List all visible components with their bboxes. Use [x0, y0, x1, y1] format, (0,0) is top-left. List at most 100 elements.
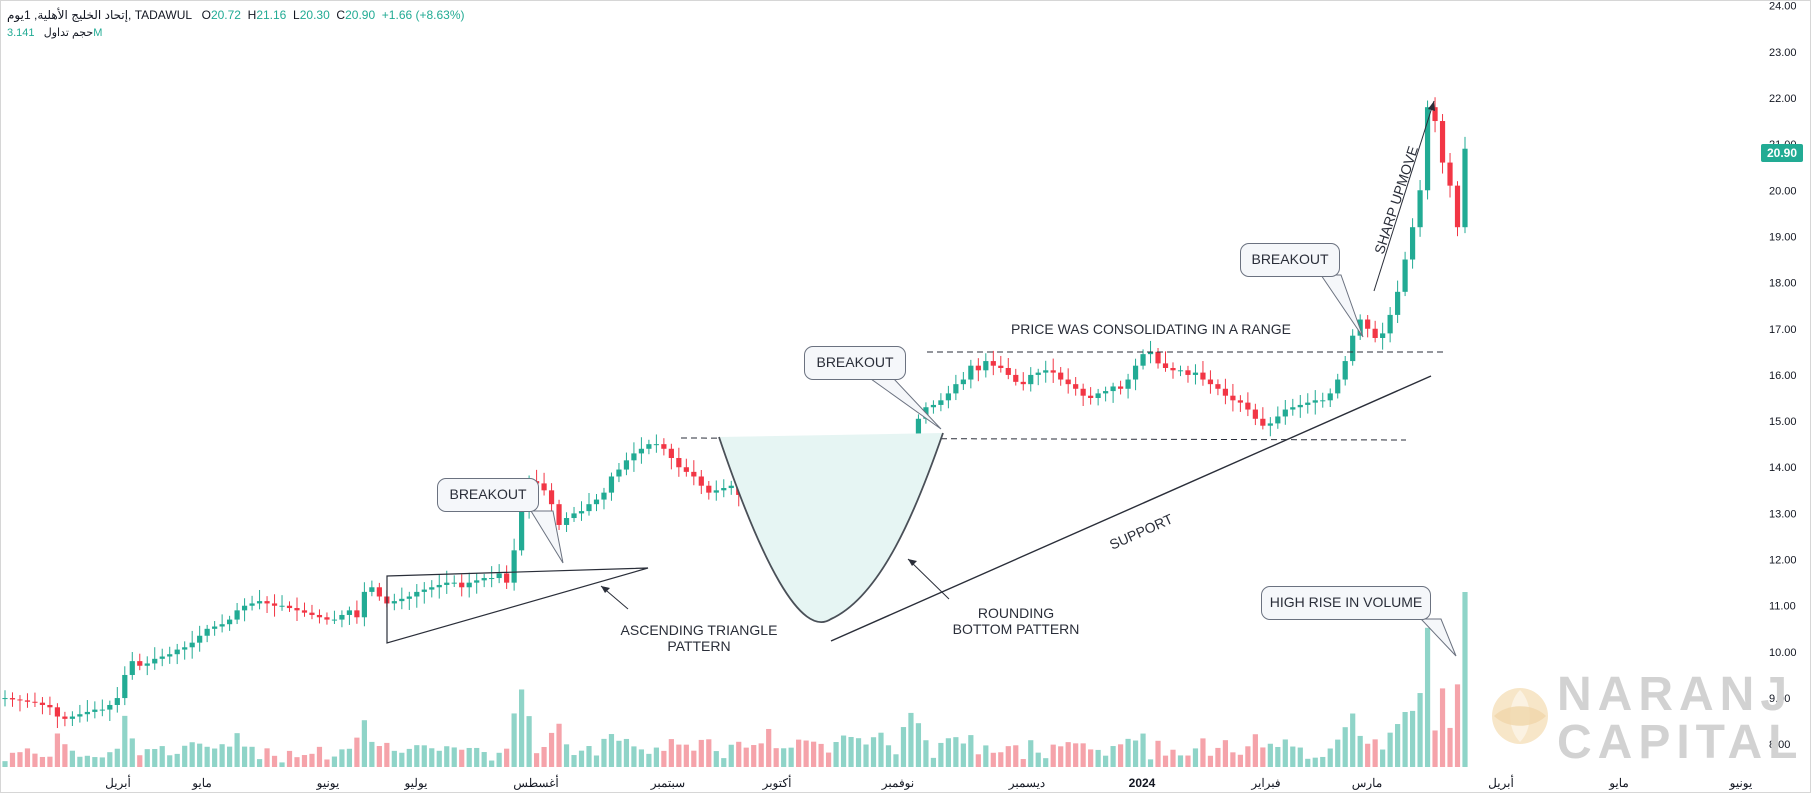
volume-bar: [1275, 746, 1281, 767]
low-label: L: [293, 8, 300, 22]
volume-bar: [1155, 740, 1161, 767]
y-tick-label: 12.00: [1769, 555, 1797, 567]
x-tick-label: أكتوبر: [762, 775, 792, 790]
volume-bar: [331, 756, 338, 767]
close-value: 20.90: [345, 8, 376, 22]
support-trendline: [830, 375, 1432, 642]
volume-bar: [376, 746, 382, 767]
volume-bar: [676, 744, 682, 767]
volume-bar: [1140, 733, 1146, 767]
volume-bar: [9, 752, 16, 767]
volume-bar: [1439, 688, 1446, 767]
candle-body: [39, 702, 46, 705]
volume-bar: [504, 748, 510, 767]
volume-bar: [152, 748, 158, 767]
candle-body: [1267, 423, 1273, 426]
y-tick-label: 24.00: [1769, 1, 1797, 13]
callout-pointer-3: [1320, 274, 1364, 338]
cup-arrow: [907, 558, 950, 600]
candle-body: [346, 610, 353, 615]
volume-bar: [466, 747, 472, 767]
consolidating-label: PRICE WAS CONSOLIDATING IN A RANGE: [1010, 321, 1292, 337]
volume-bar: [39, 756, 46, 767]
volume-bar: [511, 713, 517, 767]
candle-body: [459, 582, 465, 588]
volume-bar: [399, 752, 405, 767]
candle-body: [1409, 227, 1416, 260]
volume-bar: [1454, 684, 1461, 767]
volume-bar: [406, 748, 412, 767]
volume-bar: [616, 740, 622, 767]
volume-bar: [114, 748, 120, 767]
x-tick-label: مايو: [1608, 776, 1629, 790]
candle-body: [331, 619, 338, 621]
price-candles: [2, 97, 1468, 729]
volume-bar: [840, 735, 847, 767]
naranj-capital-watermark: NARANJ CAPITAL: [1489, 667, 1797, 769]
volume-bar: [62, 744, 68, 767]
candle-body: [938, 400, 944, 405]
candle-body: [519, 508, 525, 551]
volume-bar: [1305, 758, 1311, 767]
volume-bar: [1147, 759, 1154, 767]
x-tick-label: أبريل: [1488, 775, 1514, 790]
volume-bar: [54, 733, 61, 767]
candle-body: [1387, 314, 1393, 334]
volume-bar: [279, 762, 285, 767]
volume-callout: HIGH RISE IN VOLUME: [1261, 586, 1431, 620]
volume-bars: [2, 592, 1468, 767]
candle-body: [968, 365, 974, 380]
volume-bar: [1192, 748, 1199, 767]
volume-bar: [900, 727, 907, 767]
volume-bar: [159, 746, 165, 767]
volume-bar: [885, 745, 892, 767]
y-tick-label: 14.00: [1769, 462, 1797, 474]
candle-body: [1088, 395, 1094, 399]
candle-body: [631, 453, 637, 461]
candle-body: [1103, 391, 1109, 394]
candle-body: [354, 610, 360, 618]
x-tick-label: ديسمبر: [1008, 776, 1046, 790]
volume-bar: [2, 761, 8, 767]
y-tick-label: 19.00: [1769, 231, 1797, 243]
volume-bar: [1350, 713, 1356, 767]
volume-bar: [1035, 752, 1041, 767]
upmove-arrow: [1373, 100, 1435, 292]
volume-bar: [578, 750, 585, 767]
candle-body: [1335, 379, 1341, 394]
candle-body: [601, 492, 607, 500]
candle-body: [1147, 351, 1154, 355]
callout-pointer-4: [1419, 618, 1457, 657]
volume-bar: [818, 743, 824, 767]
volume-bar: [975, 754, 981, 767]
volume-bar: [84, 755, 90, 767]
volume-bar: [1387, 732, 1393, 767]
candle-body: [174, 649, 180, 655]
high-value: 21.16: [256, 8, 287, 22]
x-tick-label: يوليو: [403, 776, 427, 790]
volume-bar: [219, 744, 225, 767]
candle-body: [983, 361, 989, 371]
candle-body: [421, 589, 427, 592]
candle-body: [1095, 393, 1101, 399]
candle-body: [1350, 335, 1356, 362]
volume-bar: [593, 755, 600, 767]
volume-bar: [1320, 756, 1326, 767]
candle-body: [376, 587, 382, 597]
candle-body: [593, 499, 600, 505]
volume-bar: [1005, 746, 1011, 767]
volume-bar: [571, 755, 577, 767]
candle-body: [676, 458, 682, 468]
candle-body: [241, 605, 248, 611]
rounding-bottom-cup: [719, 433, 943, 623]
candle-body: [159, 656, 165, 659]
volume-bar: [1200, 738, 1206, 767]
candle-body: [1372, 328, 1378, 338]
candle-body: [47, 704, 53, 708]
candle-body: [24, 700, 31, 702]
volume-bar: [1043, 758, 1049, 767]
volume-bar: [32, 753, 38, 767]
candle-body: [1140, 354, 1146, 366]
candle-body: [1043, 370, 1049, 373]
candle-body: [122, 674, 128, 699]
